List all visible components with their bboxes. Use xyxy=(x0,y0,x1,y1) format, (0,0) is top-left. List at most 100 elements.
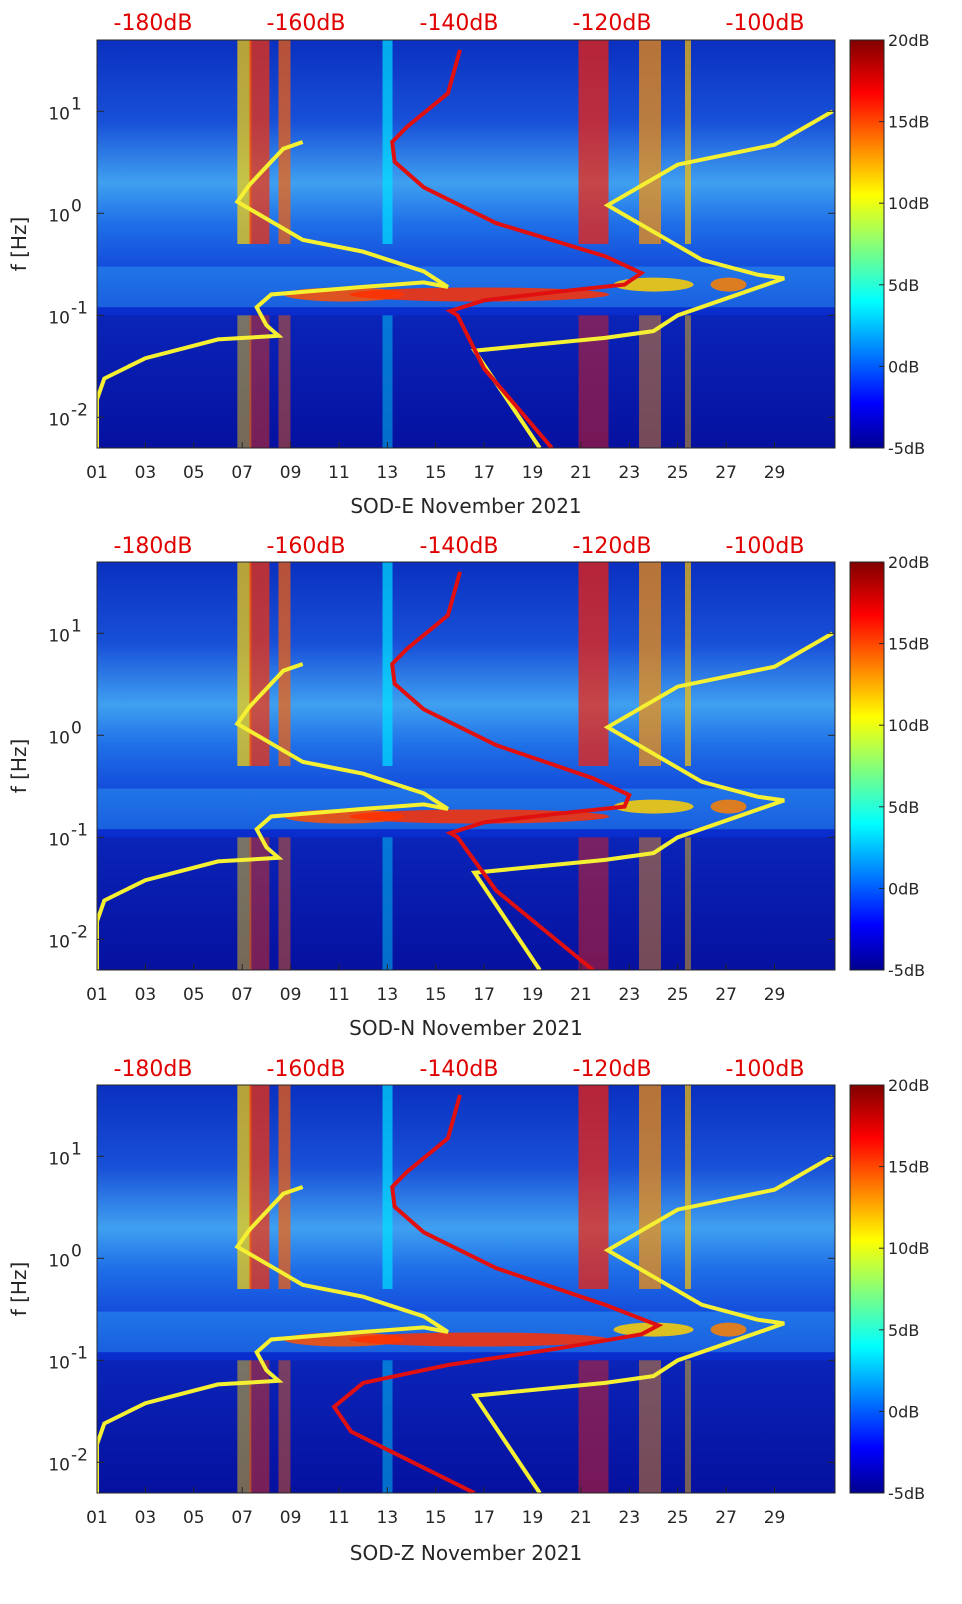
colorbar xyxy=(849,39,885,449)
y-tick-exponent: -2 xyxy=(71,922,88,942)
low-frequency-band xyxy=(97,1360,835,1493)
y-tick-label: 10 xyxy=(48,1353,70,1373)
db-scale-label: -100dB xyxy=(726,1057,805,1082)
activity-streak-low-1 xyxy=(237,837,252,970)
activity-streak-low-2 xyxy=(249,837,270,970)
activity-streak-low-3 xyxy=(278,1360,291,1493)
y-tick-label: 10 xyxy=(48,932,70,952)
median-psd-curve xyxy=(390,571,632,970)
y-axis-label: f [Hz] xyxy=(7,1262,31,1317)
storm-event-3 xyxy=(613,799,694,814)
x-tick-label: 23 xyxy=(619,463,641,483)
activity-streak-1 xyxy=(237,40,252,244)
x-tick-label: 17 xyxy=(473,985,495,1005)
colorbar-tick-label: 5dB xyxy=(888,276,919,295)
colorbar xyxy=(849,561,885,971)
x-tick-label: 15 xyxy=(425,463,447,483)
x-axis-label: SOD-Z November 2021 xyxy=(350,1541,582,1565)
activity-streak-low-6 xyxy=(639,1360,662,1493)
activity-streak-7 xyxy=(684,40,691,244)
activity-streak-2 xyxy=(249,1085,270,1289)
activity-streak-5 xyxy=(578,40,609,244)
activity-streak-low-3 xyxy=(278,837,291,970)
x-tick-label: 03 xyxy=(135,1508,157,1528)
db-scale-label: -100dB xyxy=(726,11,805,36)
spectrogram-area xyxy=(97,40,835,448)
x-tick-label: 19 xyxy=(522,985,544,1005)
activity-streak-4 xyxy=(382,1085,393,1289)
colorbar xyxy=(849,1084,885,1494)
activity-streak-4 xyxy=(382,562,393,766)
panel-2: 01 03 05 07 09 11 13 15 17 19 21 23 25 27 2910-210-110… xyxy=(7,534,930,1040)
x-tick-label: 29 xyxy=(764,1508,786,1528)
db-scale-label: -140dB xyxy=(420,534,499,559)
activity-streak-5 xyxy=(578,1085,609,1289)
colorbar-tick-label: 20dB xyxy=(888,553,930,572)
x-tick-label: 05 xyxy=(183,1508,205,1528)
db-scale-label: -160dB xyxy=(267,534,346,559)
x-tick-label: 17 xyxy=(473,1508,495,1528)
colorbar-tick-label: 10dB xyxy=(888,194,930,213)
y-axis-label: f [Hz] xyxy=(7,217,31,272)
x-tick-label: 23 xyxy=(619,1508,641,1528)
activity-streak-low-2 xyxy=(249,1360,270,1493)
x-axis-label: SOD-N November 2021 xyxy=(349,1016,583,1040)
y-tick-label: 10 xyxy=(48,830,70,850)
colorbar-tick-label: 15dB xyxy=(888,113,930,132)
db-scale-label: -180dB xyxy=(114,1057,193,1082)
x-tick-label: 27 xyxy=(715,1508,737,1528)
noise-model-curve-low xyxy=(97,662,449,970)
activity-streak-5 xyxy=(578,562,609,766)
storm-event-4 xyxy=(710,799,747,814)
colorbar-tick-label: 15dB xyxy=(888,1158,930,1177)
x-axis-label: SOD-E November 2021 xyxy=(350,494,581,518)
activity-streak-low-6 xyxy=(639,315,662,448)
x-tick-label: 07 xyxy=(231,985,253,1005)
y-axis-label: f [Hz] xyxy=(7,739,31,794)
x-tick-label: 07 xyxy=(231,463,253,483)
colorbar-tick-label: 10dB xyxy=(888,716,930,735)
colorbar-tick-label: 20dB xyxy=(888,1076,930,1095)
colorbar-tick-label: 10dB xyxy=(888,1239,930,1258)
activity-streak-6 xyxy=(639,562,662,766)
x-tick-label: 25 xyxy=(667,985,689,1005)
x-tick-label: 01 xyxy=(86,463,108,483)
y-tick-label: 10 xyxy=(48,104,70,124)
x-tick-label: 09 xyxy=(280,985,302,1005)
x-tick-label: 13 xyxy=(377,985,399,1005)
storm-event-4 xyxy=(710,1322,747,1337)
x-tick-label: 21 xyxy=(570,463,592,483)
colorbar-tick-label: -5dB xyxy=(888,1484,925,1503)
activity-streak-low-7 xyxy=(684,837,691,970)
y-tick-label: 10 xyxy=(48,1251,70,1271)
median-psd-curve xyxy=(331,1094,664,1493)
median-psd-curve xyxy=(390,49,646,448)
activity-streak-4 xyxy=(382,40,393,244)
db-scale-label: -120dB xyxy=(573,11,652,36)
db-scale-label: -160dB xyxy=(267,1057,346,1082)
x-tick-label: 05 xyxy=(183,985,205,1005)
x-tick-label: 11 xyxy=(328,463,350,483)
storm-event-3 xyxy=(613,277,694,292)
x-tick-label: 03 xyxy=(135,985,157,1005)
x-tick-label: 25 xyxy=(667,463,689,483)
x-tick-label: 05 xyxy=(183,463,205,483)
colorbar-tick-label: 0dB xyxy=(888,357,919,376)
x-tick-label: 25 xyxy=(667,1508,689,1528)
x-tick-label: 11 xyxy=(328,1508,350,1528)
activity-streak-low-4 xyxy=(382,1360,393,1493)
noise-model-curve-low xyxy=(97,140,449,448)
activity-streak-2 xyxy=(249,40,270,244)
activity-streak-6 xyxy=(639,40,662,244)
activity-streak-low-5 xyxy=(578,315,609,448)
activity-streak-low-2 xyxy=(249,315,270,448)
db-scale-label: -120dB xyxy=(573,1057,652,1082)
x-tick-label: 09 xyxy=(280,1508,302,1528)
storm-event-2 xyxy=(349,287,610,302)
noise-model-curve-high xyxy=(470,1154,834,1493)
y-tick-exponent: -1 xyxy=(71,820,88,840)
plot-frame xyxy=(96,39,836,449)
y-tick-label: 10 xyxy=(48,1149,70,1169)
storm-event-4 xyxy=(710,277,747,292)
